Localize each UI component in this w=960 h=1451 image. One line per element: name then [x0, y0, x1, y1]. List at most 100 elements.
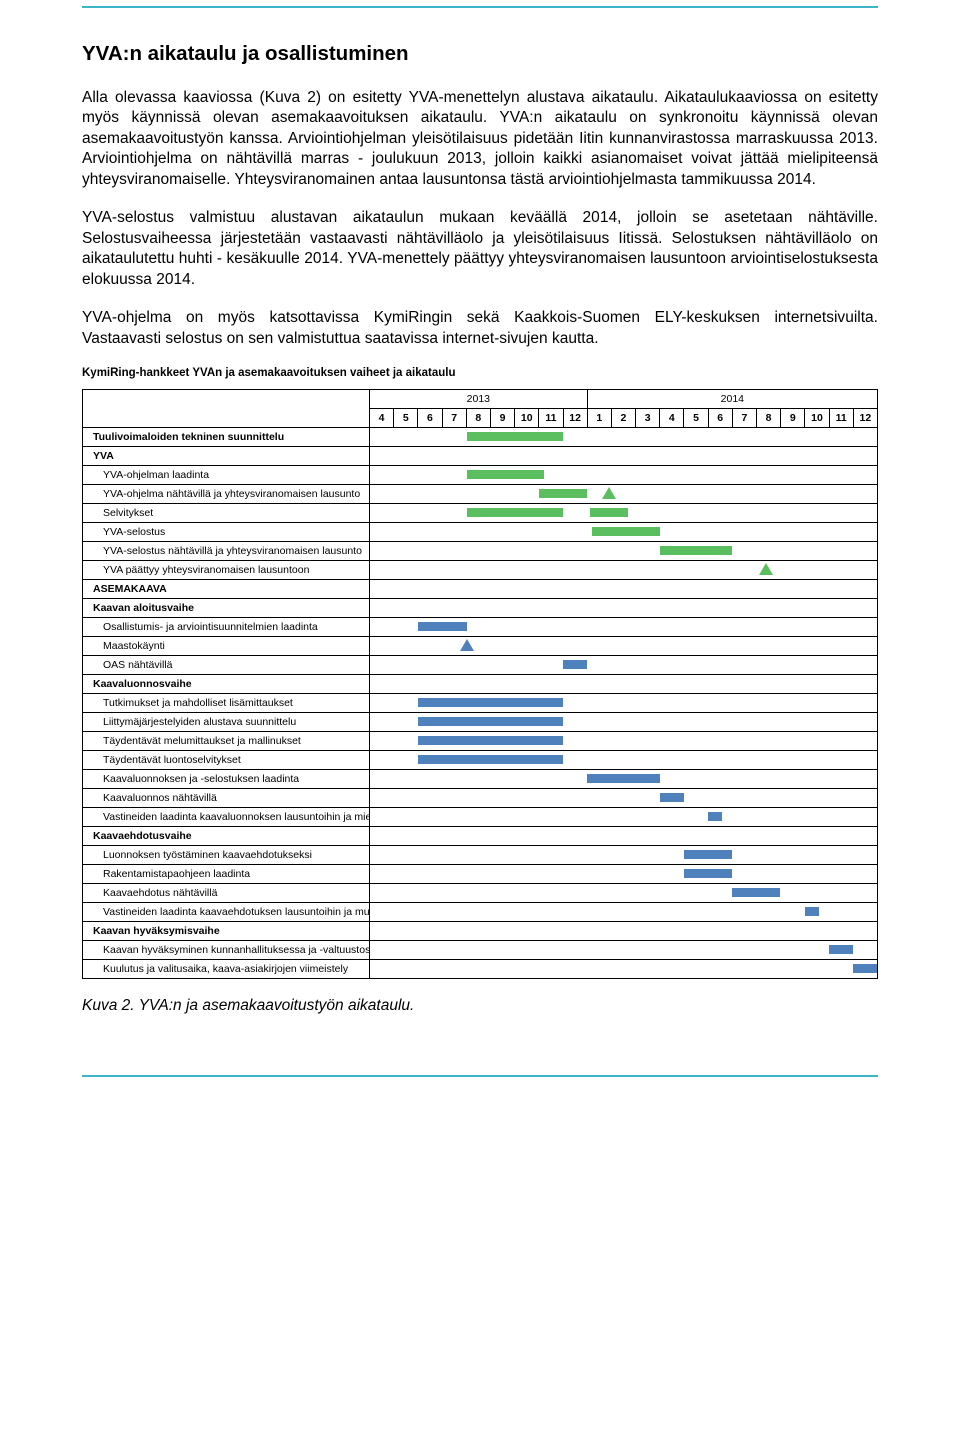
gantt-bar: [587, 774, 659, 783]
gantt-bar-cell: [370, 427, 878, 446]
gantt-milestone-icon: [602, 487, 616, 499]
gantt-bar-cell: [370, 674, 878, 693]
table-row: Vastineiden laadinta kaavaluonnoksen lau…: [83, 807, 878, 826]
gantt-month: 12: [563, 408, 587, 427]
gantt-month: 12: [853, 408, 877, 427]
table-row: Kuulutus ja valitusaika, kaava-asiakirjo…: [83, 959, 878, 978]
gantt-bar-cell: [370, 560, 878, 579]
gantt-bar-cell: [370, 788, 878, 807]
gantt-milestone-icon: [759, 563, 773, 575]
gantt-bar-cell: [370, 636, 878, 655]
gantt-row-label: Rakentamistapaohjeen laadinta: [83, 864, 370, 883]
gantt-bar-cell: [370, 503, 878, 522]
gantt-row-label: YVA-ohjelman laadinta: [83, 465, 370, 484]
gantt-month: 5: [684, 408, 708, 427]
table-row: YVA-ohjelma nähtävillä ja yhteysviranoma…: [83, 484, 878, 503]
table-row: ASEMAKAAVA: [83, 579, 878, 598]
gantt-bar-cell: [370, 959, 878, 978]
gantt-bar-cell: [370, 541, 878, 560]
gantt-bar: [853, 964, 877, 973]
bottom-rule: [82, 1075, 878, 1077]
gantt-bar: [418, 736, 563, 745]
figure-caption: Kuva 2. YVA:n ja asemakaavoitustyön aika…: [82, 997, 878, 1015]
chart-title: KymiRing-hankkeet YVAn ja asemakaavoituk…: [82, 367, 878, 379]
gantt-bar: [805, 907, 819, 916]
gantt-row-label: Tuulivoimaloiden tekninen suunnittelu: [83, 427, 370, 446]
gantt-bar: [467, 508, 564, 517]
table-row: Kaavaluonnosvaihe: [83, 674, 878, 693]
table-row: Kaavaluonnos nähtävillä: [83, 788, 878, 807]
gantt-row-label: Osallistumis- ja arviointisuunnitelmien …: [83, 617, 370, 636]
gantt-bar: [829, 945, 853, 954]
paragraph-2: YVA-selostus valmistuu alustavan aikatau…: [82, 208, 878, 290]
table-row: Kaavaehdotusvaihe: [83, 826, 878, 845]
gantt-bar-cell: [370, 826, 878, 845]
gantt-bar: [418, 622, 466, 631]
table-row: Luonnoksen työstäminen kaavaehdotukseksi: [83, 845, 878, 864]
table-row: Vastineiden laadinta kaavaehdotuksen lau…: [83, 902, 878, 921]
gantt-bar: [590, 508, 629, 517]
gantt-bar: [467, 432, 564, 441]
gantt-bar: [660, 793, 684, 802]
gantt-month: 10: [805, 408, 829, 427]
gantt-bar-cell: [370, 864, 878, 883]
gantt-bar-cell: [370, 598, 878, 617]
gantt-corner: [83, 389, 370, 427]
gantt-month: 7: [732, 408, 756, 427]
gantt-row-label: Kaavaluonnoksen ja -selostuksen laadinta: [83, 769, 370, 788]
gantt-row-label: Selvitykset: [83, 503, 370, 522]
gantt-row-label: Kaavan aloitusvaihe: [83, 598, 370, 617]
gantt-bar-cell: [370, 712, 878, 731]
table-row: YVA: [83, 446, 878, 465]
gantt-bar-cell: [370, 940, 878, 959]
gantt-month: 8: [466, 408, 490, 427]
table-row: OAS nähtävillä: [83, 655, 878, 674]
gantt-row-label: ASEMAKAAVA: [83, 579, 370, 598]
gantt-bar: [660, 546, 732, 555]
gantt-month: 4: [660, 408, 684, 427]
table-row: Liittymäjärjestelyiden alustava suunnitt…: [83, 712, 878, 731]
gantt-row-label: Täydentävät luontoselvitykset: [83, 750, 370, 769]
table-row: Osallistumis- ja arviointisuunnitelmien …: [83, 617, 878, 636]
top-rule: [82, 6, 878, 8]
table-row: Tutkimukset ja mahdolliset lisämittaukse…: [83, 693, 878, 712]
table-row: Rakentamistapaohjeen laadinta: [83, 864, 878, 883]
gantt-bar: [418, 698, 563, 707]
gantt-bar: [563, 660, 587, 669]
gantt-row-label: Kaavaehdotusvaihe: [83, 826, 370, 845]
gantt-month: 1: [587, 408, 611, 427]
gantt-year-2014: 2014: [587, 389, 877, 408]
gantt-year-row: 20132014: [83, 389, 878, 408]
gantt-bar-cell: [370, 484, 878, 503]
gantt-milestone-icon: [460, 639, 474, 651]
gantt-row-label: Liittymäjärjestelyiden alustava suunnitt…: [83, 712, 370, 731]
gantt-row-label: YVA päättyy yhteysviranomaisen lausuntoo…: [83, 560, 370, 579]
gantt-row-label: YVA: [83, 446, 370, 465]
gantt-bar-cell: [370, 750, 878, 769]
gantt-bar: [732, 888, 780, 897]
gantt-row-label: OAS nähtävillä: [83, 655, 370, 674]
gantt-bar-cell: [370, 617, 878, 636]
gantt-month: 11: [829, 408, 853, 427]
gantt-month: 3: [636, 408, 660, 427]
gantt-row-label: Kaavaluonnos nähtävillä: [83, 788, 370, 807]
gantt-bar: [418, 717, 563, 726]
paragraph-1: Alla olevassa kaaviossa (Kuva 2) on esit…: [82, 88, 878, 190]
page-heading: YVA:n aikataulu ja osallistuminen: [82, 42, 878, 66]
gantt-row-label: YVA-selostus nähtävillä ja yhteysviranom…: [83, 541, 370, 560]
gantt-bar: [684, 869, 732, 878]
table-row: Kaavan aloitusvaihe: [83, 598, 878, 617]
gantt-bar: [592, 527, 660, 536]
gantt-month: 11: [539, 408, 563, 427]
gantt-bar-cell: [370, 522, 878, 541]
gantt-month: 6: [418, 408, 442, 427]
table-row: YVA päättyy yhteysviranomaisen lausuntoo…: [83, 560, 878, 579]
gantt-bar-cell: [370, 921, 878, 940]
gantt-bar: [708, 812, 722, 821]
gantt-bar-cell: [370, 845, 878, 864]
table-row: Kaavaluonnoksen ja -selostuksen laadinta: [83, 769, 878, 788]
gantt-row-label: Maastokäynti: [83, 636, 370, 655]
gantt-row-label: Luonnoksen työstäminen kaavaehdotukseksi: [83, 845, 370, 864]
table-row: YVA-ohjelman laadinta: [83, 465, 878, 484]
gantt-month: 6: [708, 408, 732, 427]
